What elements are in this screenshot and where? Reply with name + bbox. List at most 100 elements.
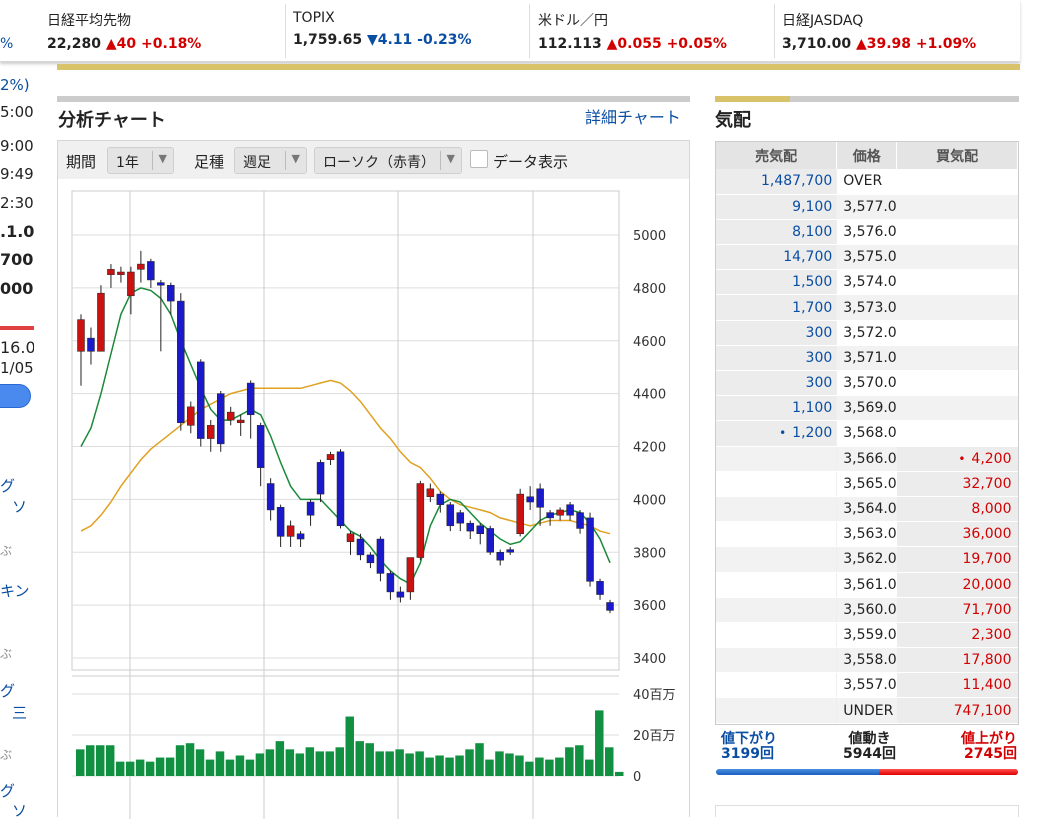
partial-time: 2:30 (0, 194, 34, 212)
partial-link[interactable]: グ (0, 477, 16, 495)
sell-qty: 14,700 (716, 244, 837, 271)
partial-link[interactable]: キン (0, 582, 30, 600)
partial-time: 9:49 (0, 165, 34, 183)
buy-qty: 747,100 (896, 697, 1018, 724)
period-select[interactable]: 1年 ▼ (107, 147, 174, 174)
ticker-name: TOPIX (293, 10, 335, 26)
candle-body (476, 525, 484, 534)
y-tick-label: 5000 (633, 229, 666, 244)
candle-body (177, 300, 185, 423)
candle-body (187, 406, 195, 426)
volume-bar (425, 757, 434, 776)
price: 3,574.0 (836, 269, 897, 296)
partial-button[interactable] (0, 384, 31, 408)
detail-chart-link[interactable]: 詳細チャート (585, 108, 681, 127)
volume-bar (395, 749, 404, 776)
candle-body (226, 411, 235, 421)
ticker-price: 1,759.65 (293, 32, 363, 48)
chart-style-select[interactable]: ローソク（赤青） ▼ (314, 147, 462, 174)
data-display-checkbox[interactable] (470, 150, 488, 168)
partial-link[interactable]: 三 (12, 704, 28, 722)
price-value: 3,559.0 (843, 626, 897, 643)
analysis-chart-panel: 期間 1年 ▼ 足種 週足 ▼ ローソク（赤青） ▼ データ表示 5000 480… (57, 140, 690, 819)
buy-qty (896, 244, 1018, 271)
price: 3,559.0 (836, 622, 897, 649)
y-tick-label: 3400 (633, 652, 666, 667)
partial-link[interactable]: グ (0, 782, 16, 800)
ticker-nikkei-futures[interactable]: 日経平均先物 22,280 ▲40 +0.18% (47, 10, 201, 52)
volume-bar (255, 753, 265, 776)
volume-bar (305, 747, 315, 776)
y-tick-label: 4800 (633, 282, 666, 297)
order-book-row: 3,558.0 17,800 (716, 647, 1018, 674)
price-value: 3,570.0 (843, 375, 897, 392)
partial-link[interactable]: ソ (12, 802, 28, 817)
candle-body (396, 591, 405, 598)
price: 3,575.0 (836, 244, 897, 271)
ticker-left-cut: % (0, 36, 14, 52)
sell-qty (716, 521, 837, 548)
price-value: 3,561.0 (843, 576, 897, 593)
buy-qty: 17,800 (896, 647, 1018, 674)
partial-link[interactable]: ソ (12, 498, 28, 516)
left-partial-column: 2%) 5:00 9:00 9:49 2:30 .1.0 700 000 16.… (0, 70, 34, 817)
ticker-change: ▲40 (105, 36, 137, 52)
sell-qty (716, 496, 837, 523)
sell-header: 売気配 (716, 142, 838, 169)
chart-controls: 期間 1年 ▼ 足種 週足 ▼ ローソク（赤青） ▼ データ表示 (58, 141, 689, 179)
candle-body (546, 512, 554, 519)
chevron-down-icon: ▼ (158, 152, 167, 165)
volume-bar (315, 751, 325, 776)
partial-link[interactable]: グ (0, 682, 16, 700)
candle-body (406, 557, 415, 593)
partial-small: ぶ (0, 748, 13, 762)
price: 3,557.0 (836, 672, 897, 699)
period-value: 1年 (116, 155, 139, 171)
price-value: 3,569.0 (843, 400, 897, 417)
y-tick-label: 4400 (633, 388, 666, 403)
sell-qty: 1,500 (716, 269, 837, 296)
volume-bar (105, 745, 115, 776)
volume-bar (205, 759, 215, 776)
volume-bar (585, 759, 594, 776)
buy-qty (896, 345, 1018, 372)
candle-type-label: 足種 (194, 153, 225, 171)
candle-body (436, 493, 445, 505)
volume-bar (275, 741, 285, 776)
chart-style-value: ローソク（赤青） (323, 155, 435, 171)
volume-bar (515, 755, 524, 776)
candle-body (536, 488, 544, 508)
ticker-change: ▲39.98 (855, 36, 912, 52)
buy-qty (896, 370, 1018, 397)
sell-qty-value: 1,700 (792, 299, 833, 316)
buy-qty-value: 20,000 (962, 576, 1012, 593)
price: 3,576.0 (836, 219, 897, 246)
up-down-ratio-bar (716, 769, 1018, 775)
volume-bar (295, 753, 305, 776)
data-display-label[interactable]: データ表示 (493, 153, 569, 171)
candle-type-select[interactable]: 週足 ▼ (234, 147, 307, 174)
candle-body (456, 512, 465, 524)
volume-bar (575, 745, 584, 776)
candle-body (207, 425, 215, 439)
volume-bar (375, 751, 384, 776)
ticker-jasdaq[interactable]: 日経JASDAQ 3,710.00 ▲39.98 +1.09% (782, 10, 976, 52)
section-rule (57, 96, 690, 102)
ticker-price: 112.113 (538, 36, 602, 52)
buy-qty: 36,000 (896, 521, 1018, 548)
buy-qty: 71,700 (896, 597, 1018, 623)
ticker-topix[interactable]: TOPIX 1,759.65 ▼4.11 -0.23% (293, 10, 472, 48)
volume-bar (145, 761, 155, 776)
order-book-header: 売気配 価格 買気配 (716, 142, 1018, 169)
price: 3,570.0 (836, 370, 897, 397)
ticker-usdjpy[interactable]: 米ドル／円 112.113 ▲0.055 +0.05% (538, 10, 727, 52)
volume-bar (245, 759, 255, 776)
candle-body (236, 419, 245, 423)
volume-bar (385, 751, 394, 776)
sell-qty: 300 (716, 345, 837, 372)
volume-bar (235, 755, 245, 776)
order-book-row: 3,557.0 11,400 (716, 672, 1018, 699)
order-book-row: 3,563.0 36,000 (716, 521, 1018, 548)
price-value: 3,565.0 (843, 475, 897, 492)
price: 3,568.0 (836, 420, 897, 447)
